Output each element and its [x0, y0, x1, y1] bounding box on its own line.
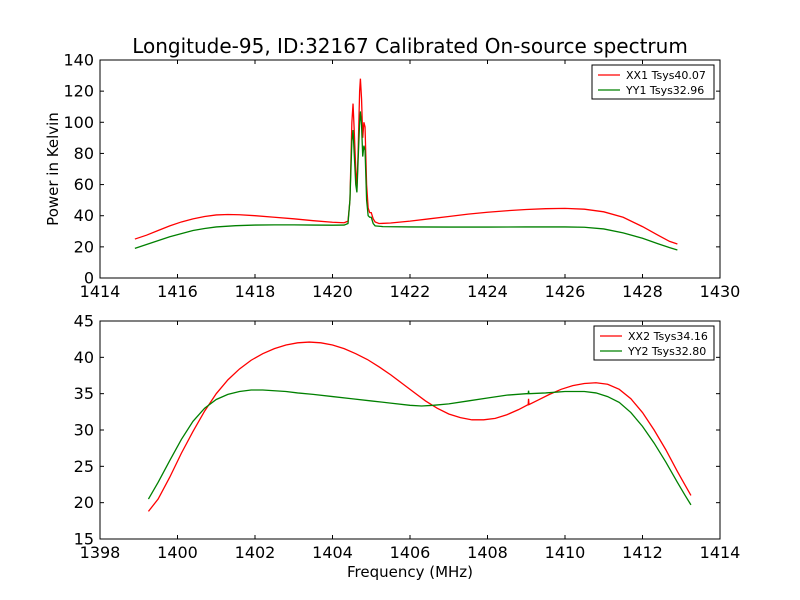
- x-tick-label: 1404: [312, 543, 353, 562]
- series-line-2: [147, 389, 692, 506]
- y-axis-label: Power in Kelvin: [44, 112, 62, 226]
- chart-title: Longitude-95, ID:32167 Calibrated On-sou…: [132, 34, 688, 58]
- y-tick-label: 35: [74, 384, 94, 403]
- x-tick-label: 1408: [467, 543, 508, 562]
- x-axis-label: Frequency (MHz): [347, 563, 473, 581]
- y-tick-label: 40: [74, 348, 94, 367]
- y-tick-label: 45: [74, 312, 94, 331]
- y-tick-label: 80: [74, 144, 94, 163]
- legend: XX2 Tsys34.16 YY2 Tsys32.80: [593, 325, 715, 361]
- legend-label-2: YY1 Tsys32.96: [625, 84, 704, 97]
- y-tick-label: 100: [63, 113, 94, 132]
- x-tick-label: 1414: [80, 282, 121, 301]
- x-tick-label: 1428: [622, 282, 663, 301]
- x-tick-label: 1412: [622, 543, 663, 562]
- x-tick-label: 1410: [545, 543, 586, 562]
- x-tick-label: 1430: [700, 282, 741, 301]
- bottom-plot: 1398 1400 1402 1404 1406 1408 1410 1412 1414 15 20…: [74, 312, 741, 582]
- x-tick-label: 1420: [312, 282, 353, 301]
- y-tick-label: 20: [74, 493, 94, 512]
- top-plot: 1414 1416 1418 1420 1422 1424 1426 1428 1430 0 20 4…: [44, 34, 740, 301]
- x-tick-label: 1418: [235, 282, 276, 301]
- y-tick-label: 25: [74, 457, 94, 476]
- x-tick-label: 1406: [390, 543, 431, 562]
- x-tick-label: 1426: [545, 282, 586, 301]
- legend-label-1: XX1 Tsys40.07: [626, 69, 706, 82]
- y-tick-label: 15: [74, 530, 94, 549]
- y-tick-label: 20: [74, 237, 94, 256]
- legend-box: [593, 325, 715, 361]
- y-tick-label: 120: [63, 82, 94, 101]
- series-line-2: [134, 111, 678, 251]
- legend-label-2: YY2 Tsys32.80: [627, 345, 706, 358]
- x-tick-label: 1422: [390, 282, 431, 301]
- legend: XX1 Tsys40.07 YY1 Tsys32.96: [591, 64, 715, 100]
- series-line-1: [147, 341, 692, 512]
- y-tick-label: 0: [84, 269, 94, 288]
- x-tick-label: 1414: [700, 543, 741, 562]
- y-tick-label: 60: [74, 175, 94, 194]
- y-tick-label: 40: [74, 206, 94, 225]
- x-tick-label: 1398: [80, 543, 121, 562]
- x-tick-label: 1400: [157, 543, 198, 562]
- x-tick-label: 1416: [157, 282, 198, 301]
- y-tick-label: 140: [63, 51, 94, 70]
- series-line-1: [134, 78, 678, 245]
- legend-label-1: XX2 Tsys34.16: [628, 330, 708, 343]
- y-tick-label: 30: [74, 421, 94, 440]
- legend-box: [591, 64, 715, 100]
- x-tick-label: 1424: [467, 282, 508, 301]
- x-tick-label: 1402: [235, 543, 276, 562]
